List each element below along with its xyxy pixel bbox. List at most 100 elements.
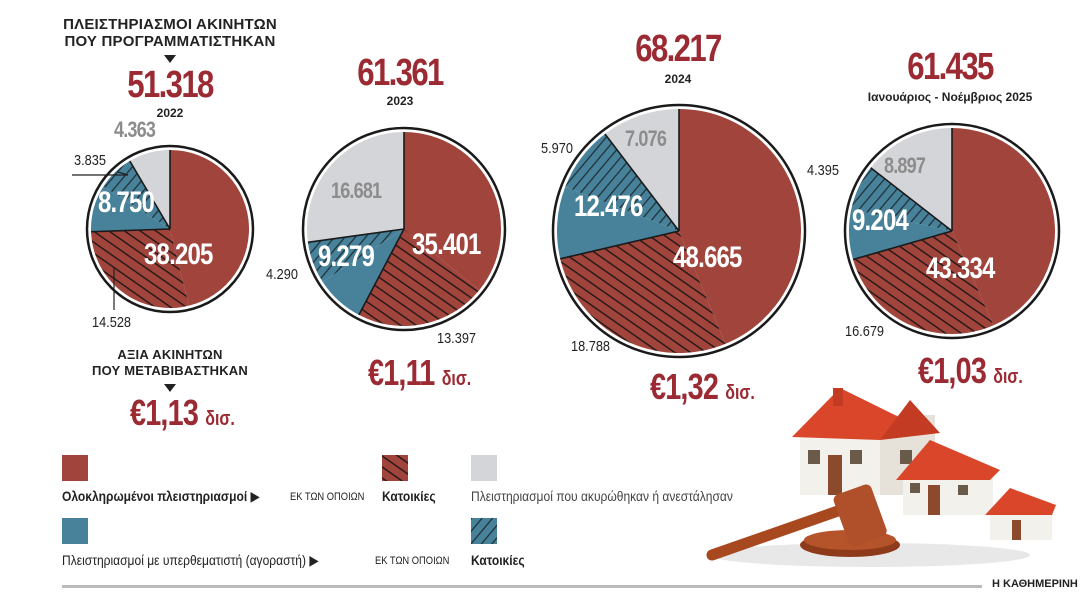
label-completed-res-2024: 18.788 [571,338,611,355]
label-bidder-res-2025: 4.395 [807,162,839,179]
label-cancelled-2022: 4.363 [114,117,156,142]
label-bidder-2024: 12.476 [574,190,643,223]
footer-rule [62,585,982,588]
pie-layer [85,103,1061,359]
houses-gavel-illustration [706,388,1056,567]
auctions-title-line1: ΠΛΕΙΣΤΗΡΙΑΣΜΟΙ ΑΚΙΝΗΤΩΝ [63,16,277,33]
total-2022: 51.318 [127,64,214,106]
legend-residential-label: Κατοικίες [471,552,525,568]
leader-line [117,171,129,176]
legend-swatch-completed-res [382,455,408,481]
total-2024: 68.217 [635,28,722,70]
total-2023: 61.361 [357,52,444,94]
period-2024: 2024 [664,72,692,86]
legend-completed: Ολοκληρωμένοι πλειστηριασμοί ▶ [62,488,260,505]
slice-completed [679,109,801,344]
slice-with-bidder-residential [851,167,952,231]
value-amount: €1,13 [130,392,199,433]
legend-completed-label: Ολοκληρωμένοι πλειστηριασμοί [62,488,248,504]
legend-swatch-completed [62,455,88,481]
label-bidder-res-2023: 4.290 [266,266,298,283]
legend-swatch-bidder [62,518,88,544]
auctions-title-line2: ΠΟΥ ΠΡΟΓΡΑΜΜΑΤΙΣΤΗΚΑΝ [64,33,276,50]
down-arrow-icon [164,384,176,392]
label-completed-2024: 48.665 [673,241,742,274]
period-2023: 2023 [386,94,414,108]
label-cancelled-2024: 7.076 [625,126,667,151]
legend-cancelled: Πλειστηριασμοί που ακυρώθηκαν ή ανεστάλη… [471,488,733,504]
slice-completed-residential [853,231,994,334]
value-amount: €1,32 [650,366,719,407]
legend-bidder: Πλειστηριασμοί με υπερθεματιστή (αγοραστ… [62,552,319,569]
value-title-line2: ΠΟΥ ΜΕΤΑΒΙΒΑΣΤΗΚΑΝ [92,363,248,378]
slice-separator [560,230,680,260]
slice-separator [91,228,171,233]
slice-completed-residential [560,231,726,353]
label-bidder-2023: 9.279 [318,240,375,273]
value-2022: €1,13 δισ. [130,392,235,434]
label-completed-res-2022: 14.528 [92,314,132,331]
label-bidder-res-2022: 3.835 [74,152,106,169]
label-cancelled-2023: 16.681 [331,178,382,203]
slice-cancelled [604,109,679,231]
value-amount: €1,11 [368,352,435,393]
value-2024: €1,32 δισ. [650,366,755,408]
slice-with-bidder-residential [103,161,170,229]
label-bidder-res-2024: 5.970 [541,140,573,157]
total-2025: 61.435 [907,46,994,88]
slice-with-bidder-residential [565,134,679,231]
label-bidder-2022: 8.750 [98,186,155,219]
value-unit: δισ. [205,408,235,430]
slice-cancelled [307,132,404,243]
legend-of-which-2: ΕΚ ΤΩΝ ΟΠΟΙΩΝ [375,555,450,567]
value-unit: δισ. [725,382,755,404]
auctions-title: ΠΛΕΙΣΤΗΡΙΑΣΜΟΙ ΑΚΙΝΗΤΩΝ ΠΟΥ ΠΡΟΓΡΑΜΜΑΤΙΣ… [40,16,300,50]
slice-separator [604,133,680,232]
slice-completed-residential [358,229,480,326]
label-completed-res-2025: 16.679 [845,323,885,340]
slice-separator [307,228,405,244]
slice-with-bidder [848,209,952,260]
legend-residential-label: Κατοικίες [382,488,436,504]
label-bidder-2025: 9.204 [852,204,909,237]
slice-completed-residential [91,229,189,308]
value-unit: δισ. [993,366,1023,388]
slice-cancelled [870,128,952,231]
period-2025: Ιανουάριος - Νοέμβριος 2025 [867,90,1033,104]
legend-swatch-bidder-res [471,518,497,544]
label-completed-2023: 35.401 [412,228,481,261]
arrow-right-icon: ▶ [250,488,260,504]
value-title-line1: ΑΞΙΑ ΑΚΙΝΗΤΩΝ [117,347,223,362]
slice-completed [170,150,249,306]
legend-bidder-label: Πλειστηριασμοί με υπερθεματιστή (αγοραστ… [62,552,306,568]
label-completed-2025: 43.334 [926,252,995,285]
slice-completed [952,128,1055,326]
period-2022: 2022 [156,106,184,120]
slice-with-bidder [557,186,679,259]
label-cancelled-2025: 8.897 [884,153,926,178]
slice-separator [870,167,953,232]
slice-separator [129,160,171,230]
legend-residential-completed: Κατοικίες [382,488,436,504]
value-amount: €1,03 [918,350,987,391]
legend-swatch-cancelled [471,455,497,481]
slice-separator [358,228,405,316]
slice-with-bidder [322,229,404,315]
legend-of-which: ΕΚ ΤΩΝ ΟΠΟΙΩΝ [290,491,365,503]
slice-cancelled [129,150,170,229]
value-unit: δισ. [441,368,472,390]
source-credit: Η ΚΑΘΗΜΕΡΙΝΗ [992,578,1078,590]
arrow-right-icon: ▶ [309,552,319,568]
label-completed-res-2023: 13.397 [437,330,477,347]
slice-with-bidder-residential [307,229,404,282]
slice-completed [404,132,502,291]
label-completed-2022: 38.205 [144,238,213,271]
legend-residential-bidder: Κατοικίες [471,552,525,568]
slice-separator [852,230,953,261]
value-title: ΑΞΙΑ ΑΚΙΝΗΤΩΝ ΠΟΥ ΜΕΤΑΒΙΒΑΣΤΗΚΑΝ [70,347,270,379]
slice-with-bidder [91,186,170,232]
down-arrow-icon [164,55,176,63]
value-2023: €1,11 δισ. [368,352,471,394]
value-2025: €1,03 δισ. [918,350,1023,392]
